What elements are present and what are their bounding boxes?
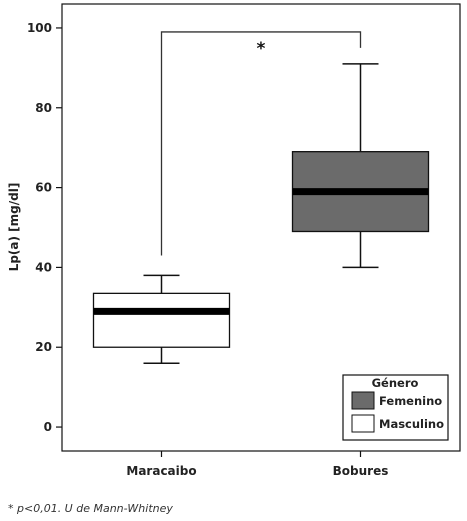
boxes (92, 63, 430, 364)
box-iqr (92, 292, 231, 348)
box-maracaibo (92, 274, 231, 364)
y-tick-label: 0 (44, 420, 52, 434)
y-tick-label: 40 (35, 260, 52, 274)
legend-swatch-femenino (351, 391, 375, 410)
y-tick-label: 60 (35, 181, 52, 195)
y-axis-title: Lp(a) [mg/dl] (7, 183, 21, 272)
significance-label: * (257, 39, 266, 59)
footnote: * p<0,01. U de Mann-Whitney (8, 502, 173, 515)
y-axis: 0 20 40 60 80 100 (27, 21, 62, 434)
x-tick-label: Maracaibo (126, 464, 196, 478)
significance-bracket: * (160, 31, 362, 256)
box-bobures (291, 63, 430, 269)
x-tick-label: Bobures (333, 464, 389, 478)
x-axis: Maracaibo Bobures (126, 451, 388, 478)
legend-label-masculino: Masculino (379, 417, 444, 431)
y-tick-label: 80 (35, 101, 52, 115)
y-tick-label: 100 (27, 21, 52, 35)
significance-line (160, 31, 362, 256)
y-tick-label: 20 (35, 340, 52, 354)
legend-title: Género (372, 376, 419, 390)
legend-swatch-masculino (351, 414, 375, 433)
legend: Género Femenino Masculino (342, 374, 449, 441)
legend-label-femenino: Femenino (379, 394, 442, 408)
